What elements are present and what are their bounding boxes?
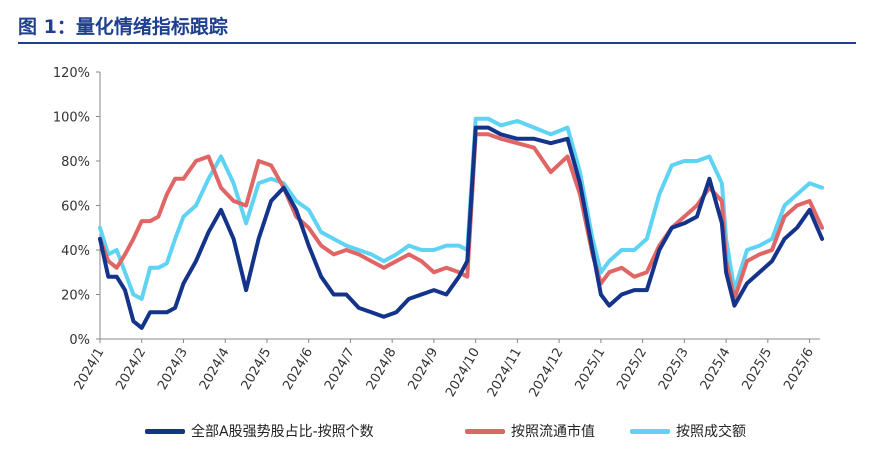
y-tick-label: 80% <box>61 155 90 170</box>
y-tick-label: 60% <box>61 200 90 215</box>
series-line-turnover <box>98 116 825 301</box>
x-tick-label: 2024/1 <box>72 346 108 393</box>
x-tick-label: 2024/10 <box>443 346 483 400</box>
legend-item-count: 全部A股强势股占比-按照个数 <box>145 421 374 441</box>
x-tick-label: 2024/4 <box>197 346 233 393</box>
chart-title: 图 1：量化情绪指标跟踪 <box>18 16 228 38</box>
x-tick-label: 2025/1 <box>572 346 608 393</box>
x-tick-label: 2025/3 <box>656 346 692 393</box>
x-tick-label: 2024/6 <box>280 346 316 393</box>
x-tick-label: 2024/9 <box>406 346 442 393</box>
series-line-count <box>98 125 825 330</box>
x-tick-label: 2024/12 <box>527 346 567 400</box>
x-tick-label: 2025/5 <box>739 346 775 393</box>
title-divider <box>18 42 856 44</box>
legend-label-turnover: 按照成交额 <box>676 424 746 440</box>
legend-label-count: 全部A股强势股占比-按照个数 <box>191 424 374 440</box>
y-tick-label: 120% <box>53 66 90 81</box>
y-tick-label: 20% <box>61 289 90 304</box>
legend-swatch-navy <box>145 428 185 434</box>
x-tick-label: 2024/11 <box>485 346 525 400</box>
x-tick-label: 2024/5 <box>239 346 275 393</box>
y-tick-label: 0% <box>69 333 90 348</box>
x-tick-label: 2024/3 <box>155 346 191 393</box>
legend-item-float-cap: 按照流通市值 <box>465 421 595 441</box>
legend-swatch-red <box>465 428 505 434</box>
x-tick-label: 2025/2 <box>614 346 650 393</box>
legend-item-turnover: 按照成交额 <box>630 421 746 441</box>
y-tick-label: 40% <box>61 244 90 259</box>
x-tick-label: 2024/8 <box>364 346 400 393</box>
legend-swatch-cyan <box>630 428 670 434</box>
x-tick-label: 2025/4 <box>698 346 734 393</box>
legend-label-float-cap: 按照流通市值 <box>511 424 595 440</box>
legend: 全部A股强势股占比-按照个数 按照流通市值 按照成交额 <box>0 421 885 445</box>
x-tick-label: 2024/2 <box>113 346 149 393</box>
x-tick-label: 2024/7 <box>322 346 358 393</box>
y-tick-label: 100% <box>53 111 90 126</box>
x-tick-label: 2025/6 <box>781 346 817 393</box>
